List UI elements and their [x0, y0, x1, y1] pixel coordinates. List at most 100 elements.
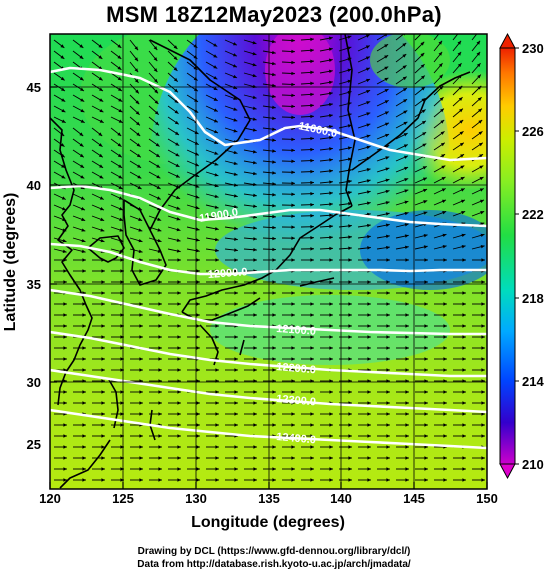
- wind-vector-arrowhead: [291, 236, 295, 240]
- colorbar-tick-label: 230: [522, 41, 544, 56]
- wind-vector-arrowhead: [252, 51, 257, 56]
- wind-vector-arrowhead: [60, 87, 65, 91]
- wind-vector-arrowhead: [252, 117, 257, 121]
- wind-vector-arrowhead: [291, 71, 295, 76]
- wind-vector-arrowhead: [196, 368, 200, 372]
- wind-vector-arrowhead: [158, 346, 162, 350]
- wind-vector-arrowhead: [253, 248, 257, 252]
- wind-vector-arrowhead: [424, 335, 428, 339]
- wind-vector-arrowhead: [118, 175, 123, 179]
- wind-vector-arrowhead: [101, 478, 105, 482]
- wind-vector-arrowhead: [329, 346, 333, 350]
- wind-vector-arrowhead: [291, 170, 295, 175]
- wind-vector-arrowhead: [329, 113, 333, 118]
- wind-vector-arrowhead: [443, 302, 447, 306]
- wind-vector-arrowhead: [348, 291, 352, 295]
- wind-vector-arrowhead: [438, 40, 443, 45]
- wind-vector-arrowhead: [439, 97, 444, 101]
- wind-vector-arrowhead: [215, 248, 219, 253]
- wind-vector-arrowhead: [213, 43, 218, 47]
- wind-vector-arrowhead: [422, 143, 427, 147]
- x-tick-label: 125: [112, 491, 134, 506]
- wind-vector-arrowhead: [291, 302, 295, 306]
- wind-vector-arrowhead: [386, 302, 390, 306]
- wind-vector-arrowhead: [402, 76, 407, 81]
- wind-vector-arrowhead: [420, 75, 425, 80]
- wind-vector-arrowhead: [329, 169, 333, 173]
- wind-vector-arrowhead: [139, 390, 143, 394]
- wind-vector-arrowhead: [291, 368, 295, 372]
- wind-vector-arrowhead: [252, 171, 257, 176]
- wind-vector-arrowhead: [214, 194, 219, 199]
- colorbar-tick-label: 214: [522, 374, 544, 389]
- wind-vector-arrowhead: [234, 401, 238, 405]
- wind-vector-arrowhead: [422, 132, 427, 136]
- wind-vector-arrowhead: [328, 91, 333, 96]
- wind-vector-arrowhead: [118, 185, 123, 189]
- wind-vector-arrowhead: [139, 478, 143, 482]
- wind-vector-arrowhead: [441, 177, 446, 181]
- wind-vector-arrowhead: [348, 390, 352, 394]
- wind-vector-arrowhead: [100, 217, 105, 221]
- wind-vector-arrowhead: [462, 412, 466, 416]
- wind-vector-arrowhead: [196, 423, 200, 427]
- wind-vector-arrowhead: [79, 76, 84, 81]
- wind-vector-arrowhead: [139, 456, 143, 460]
- wind-vector-arrowhead: [155, 142, 160, 147]
- wind-vector-arrowhead: [291, 38, 295, 43]
- wind-vector-arrowhead: [310, 335, 314, 339]
- y-tick-label: 25: [27, 437, 41, 452]
- wind-vector-arrowhead: [329, 191, 333, 195]
- wind-vector-arrowhead: [421, 86, 426, 91]
- wind-vector-arrowhead: [120, 291, 124, 295]
- wind-vector-arrowhead: [272, 335, 276, 339]
- wind-vector-arrowhead: [476, 30, 480, 34]
- wind-vector-arrowhead: [348, 224, 352, 228]
- wind-vector-arrowhead: [234, 423, 238, 427]
- wind-vector-arrowhead: [348, 190, 352, 195]
- wind-vector-arrowhead: [403, 99, 408, 103]
- wind-vector-arrowhead: [271, 50, 276, 55]
- wind-vector-arrowhead: [79, 44, 84, 48]
- wind-vector-arrowhead: [366, 179, 371, 183]
- wind-vector-arrowhead: [272, 346, 276, 350]
- wind-vector-arrowhead: [348, 346, 352, 350]
- wind-vector-arrowhead: [402, 65, 407, 69]
- wind-vector-arrowhead: [367, 456, 371, 460]
- wind-vector-arrowhead: [117, 143, 122, 147]
- wind-vector-field: [53, 30, 485, 482]
- wind-vector-arrowhead: [82, 467, 86, 471]
- wind-vector-arrowhead: [439, 74, 443, 79]
- wind-vector-arrowhead: [329, 467, 333, 471]
- wind-vector-arrowhead: [272, 412, 276, 416]
- wind-vector-arrowhead: [82, 368, 86, 372]
- wind-vector-arrowhead: [213, 75, 218, 80]
- wind-vector-arrowhead: [135, 89, 139, 94]
- wind-vector-arrowhead: [101, 324, 105, 328]
- wind-vector-arrowhead: [120, 478, 124, 482]
- wind-vector-arrowhead: [291, 82, 295, 87]
- wind-vector-arrowhead: [81, 238, 86, 243]
- y-axis-title: Latitude (degrees): [2, 193, 19, 332]
- wind-vector-arrowhead: [177, 390, 181, 394]
- wind-vector-arrowhead: [420, 41, 425, 46]
- wind-vector-arrowhead: [272, 236, 276, 241]
- wind-vector-arrowhead: [252, 40, 257, 45]
- wind-vector-arrowhead: [405, 258, 409, 262]
- wind-vector-arrowhead: [98, 55, 103, 59]
- wind-vector-arrowhead: [234, 248, 238, 252]
- wind-vector-arrowhead: [139, 324, 143, 328]
- wind-vector-arrowhead: [196, 456, 200, 460]
- wind-vector-arrowhead: [329, 147, 333, 151]
- wind-vector-arrowhead: [272, 478, 276, 482]
- wind-vector-arrowhead: [385, 234, 390, 239]
- wind-vector-arrowhead: [234, 357, 238, 361]
- wind-vector-arrowhead: [154, 100, 159, 104]
- wind-vector-arrowhead: [366, 145, 371, 150]
- wind-vector-arrowhead: [117, 55, 122, 59]
- wind-vector-arrowhead: [459, 108, 463, 113]
- wind-vector-arrowhead: [137, 185, 142, 189]
- wind-vector-arrowhead: [291, 203, 295, 207]
- wind-vector-arrowhead: [329, 280, 333, 284]
